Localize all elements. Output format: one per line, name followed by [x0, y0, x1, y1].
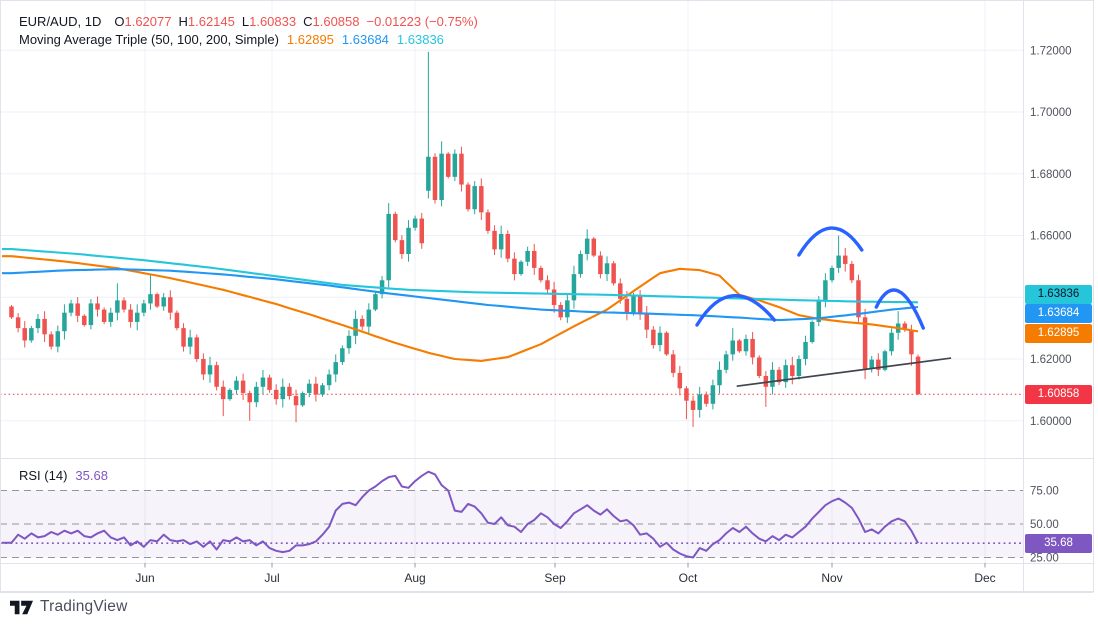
price-tick-label: 1.66000 [1030, 231, 1072, 243]
ma-indicator-title[interactable]: Moving Average Triple (50, 100, 200, Sim… [19, 32, 279, 47]
price-tick-label: 1.70000 [1030, 107, 1072, 119]
tradingview-logo-icon[interactable] [10, 600, 33, 615]
month-label: Oct [679, 571, 698, 585]
symbol-legend-row: EUR/AUD, 1D O1.62077 H1.62145 L1.60833 C1.60… [19, 14, 478, 30]
time-axis-labels[interactable]: Jun Jul Aug Sep Oct Nov Dec [135, 563, 996, 585]
ma100-value: 1.63684 [341, 32, 389, 47]
price-tick-label: 1.68000 [1030, 169, 1072, 181]
left-shoulder-arc[interactable] [695, 293, 777, 327]
ma200-value: 1.63836 [396, 32, 444, 47]
ohlc-close: C1.60858 [303, 14, 360, 29]
sma-50-line [2, 255, 919, 362]
month-label: Jun [135, 571, 154, 585]
price-tick-label: 1.60000 [1030, 416, 1072, 428]
symbol-title[interactable]: EUR/AUD, 1D [19, 14, 102, 29]
tradingview-brand-text[interactable]: TradingView [40, 598, 128, 615]
rsi-band [0, 490, 1023, 558]
ohlc-open: O1.62077 [114, 14, 172, 29]
rsi-line [2, 470, 919, 559]
month-label: Dec [974, 571, 995, 585]
support-trendline[interactable] [736, 357, 952, 388]
price-axis-badge: 1.62895 [1025, 323, 1092, 343]
ma-legend-row: Moving Average Triple (50, 100, 200, Sim… [19, 32, 478, 48]
rsi-tick-label: 50.00 [1030, 519, 1059, 531]
price-axis-badge: 1.63684 [1025, 304, 1092, 324]
sma-100-line [2, 268, 919, 322]
ma50-value: 1.62895 [286, 32, 334, 47]
daily-change: −0.01223 (−0.75%) [366, 14, 478, 29]
rsi-axis-badge: 35.68 [1025, 533, 1092, 553]
price-axis-labels: 1.72000 1.70000 1.68000 1.66000 1.62000 1.600… [1030, 45, 1072, 428]
month-label: Nov [821, 571, 842, 585]
pane-separators [0, 0, 1094, 593]
candlestick-series [9, 51, 921, 427]
month-label: Jul [264, 571, 279, 585]
rsi-axis-labels: 75.00 50.00 25.00 [1030, 486, 1059, 565]
ohlc-low: L1.60833 [241, 14, 297, 29]
price-tick-label: 1.72000 [1030, 45, 1072, 57]
right-shoulder-arc[interactable] [874, 288, 925, 330]
main-legend: EUR/AUD, 1D O1.62077 H1.62145 L1.60833 C1.60… [19, 14, 478, 50]
price-axis-badge: 1.63836 [1025, 284, 1092, 304]
head-arc[interactable] [797, 226, 864, 257]
grid-lines [0, 0, 1023, 563]
rsi-value: 35.68 [75, 468, 108, 483]
rsi-legend: RSI (14) 35.68 [19, 468, 108, 483]
ohlc-high: H1.62145 [178, 14, 235, 29]
price-tick-label: 1.62000 [1030, 354, 1072, 366]
month-label: Sep [544, 571, 566, 585]
rsi-tick-label: 75.00 [1030, 486, 1059, 498]
price-axis-badge: 1.60858 [1025, 384, 1092, 404]
footer-branding: TradingView [10, 598, 128, 616]
rsi-tick-label: 25.00 [1030, 553, 1059, 565]
rsi-indicator-title[interactable]: RSI (14) [19, 468, 68, 483]
month-label: Aug [404, 571, 425, 585]
sma-200-line [2, 248, 919, 304]
